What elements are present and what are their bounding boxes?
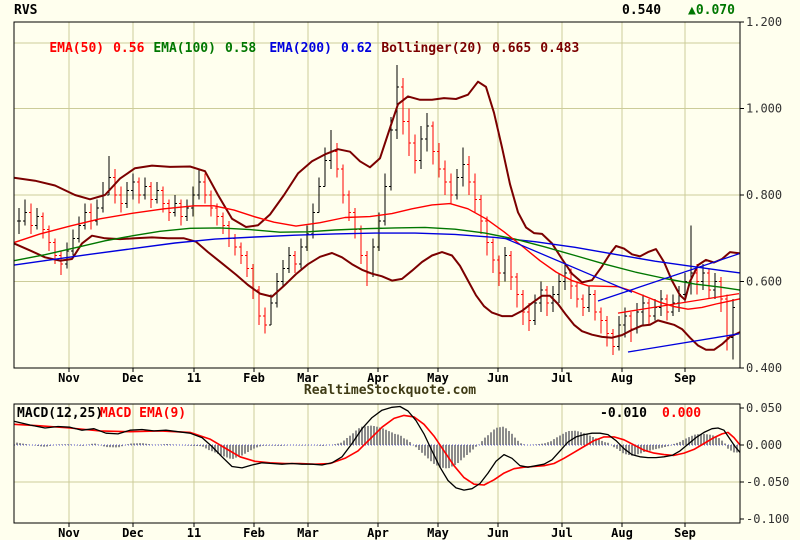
y-tick-label: -0.050 — [746, 475, 789, 489]
x-tick-label: Aug — [611, 526, 633, 540]
macd-panel-border — [13, 403, 741, 524]
legend-ema200-value: 0.62 — [340, 41, 373, 56]
x-tick-label: Mar — [297, 371, 319, 385]
legend-bollinger-lower-value: 0.483 — [540, 41, 580, 56]
macd-grid — [14, 404, 740, 523]
price-grid — [14, 22, 740, 368]
x-tick-label: 11 — [187, 526, 201, 540]
y-tick-label: 0.800 — [746, 188, 782, 202]
legend-ema50-value: 0.56 — [113, 41, 145, 56]
ema200-line — [13, 232, 741, 274]
y-tick-label: -0.100 — [746, 512, 789, 526]
ema50-line — [13, 202, 741, 310]
macd-signal-line — [13, 414, 741, 486]
macd-signal-readout-value: 0.000 — [662, 406, 702, 421]
x-tick-label: Aug — [611, 371, 633, 385]
y-tick-label: 1.000 — [746, 102, 782, 116]
x-tick-label: Jun — [487, 526, 509, 540]
legend-macd: MACD(12,25) — [17, 406, 104, 421]
x-tick-label: Jun — [487, 371, 509, 385]
x-tick-label: Feb — [243, 371, 265, 385]
x-tick-label: Sep — [674, 526, 696, 540]
legend-ema100-label: EMA(100) — [153, 41, 216, 56]
trendline-blue-up — [597, 253, 740, 302]
price-change: ▲0.070 — [688, 3, 735, 18]
trendline-blue-down — [504, 237, 633, 293]
x-tick-label: Apr — [367, 526, 389, 540]
y-tick-label: 0.600 — [746, 275, 782, 289]
legend-ema50: EMA(50) 0.56 — [18, 26, 144, 71]
y-tick-label: 1.200 — [746, 15, 782, 29]
legend-bollinger-label: Bollinger(20) — [381, 41, 484, 56]
legend-ema100: EMA(100) 0.58 — [122, 26, 256, 71]
x-tick-label: May — [427, 371, 449, 385]
x-tick-label: Nov — [58, 526, 80, 540]
legend-ema200-label: EMA(200) — [269, 41, 332, 56]
bollinger-lower-line — [13, 234, 741, 351]
price-bars — [17, 65, 735, 360]
x-tick-label: Feb — [243, 526, 265, 540]
symbol-label: RVS — [14, 3, 38, 18]
ema100-line — [13, 226, 741, 291]
legend-bollinger: Bollinger(20) 0.665 0.483 — [350, 26, 579, 71]
legend-macd-signal: MACD EMA(9) — [100, 406, 187, 421]
watermark: RealtimeStockquote.com — [303, 383, 477, 398]
y-tick-label: 0.050 — [746, 401, 782, 415]
last-price: 0.540 — [622, 3, 662, 18]
y-tick-label: 0.000 — [746, 438, 782, 452]
x-tick-label: Sep — [674, 371, 696, 385]
legend-ema100-value: 0.58 — [224, 41, 257, 56]
macd-line — [13, 405, 741, 491]
legend-ema200: EMA(200) 0.62 — [238, 26, 372, 71]
x-tick-label: 11 — [187, 371, 201, 385]
x-tick-label: Dec — [122, 371, 144, 385]
x-tick-label: May — [427, 526, 449, 540]
macd-readout-value: -0.010 — [600, 406, 647, 421]
bollinger-upper-line — [13, 80, 741, 301]
x-tick-label: Apr — [367, 371, 389, 385]
trendline-red-up — [617, 292, 740, 314]
x-tick-label: Dec — [122, 526, 144, 540]
legend-ema50-label: EMA(50) — [49, 41, 105, 56]
x-tick-label: Jul — [551, 371, 573, 385]
legend-bollinger-upper-value: 0.665 — [492, 41, 532, 56]
x-tick-label: Mar — [297, 526, 319, 540]
trendline-blue-low — [627, 333, 740, 353]
x-tick-label: Jul — [551, 526, 573, 540]
y-tick-label: 0.400 — [746, 361, 782, 375]
x-tick-label: Nov — [58, 371, 80, 385]
